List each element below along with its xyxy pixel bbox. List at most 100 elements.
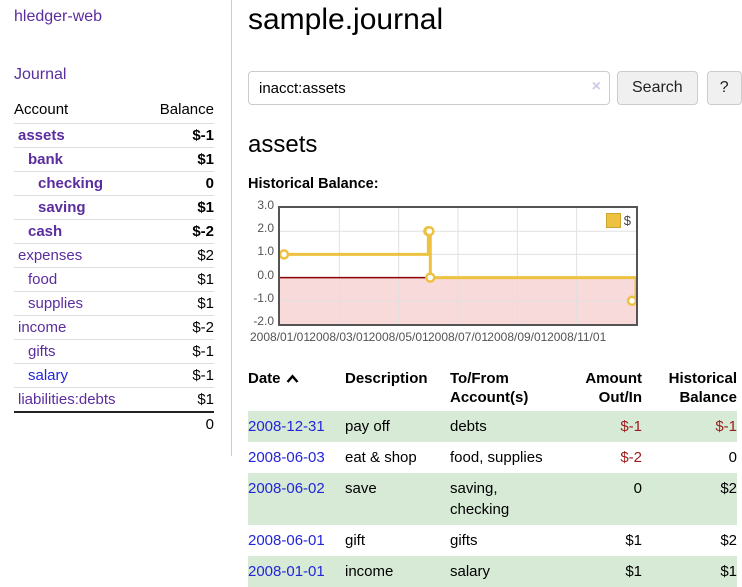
account-row: saving $1 [14,195,214,220]
chart-plot-area: $ [278,206,638,326]
account-link-assets[interactable]: assets [18,127,65,144]
txn-description: save [345,480,377,497]
account-link-saving[interactable]: saving [38,199,86,216]
account-link-bank[interactable]: bank [28,151,64,168]
account-balance: $1 [197,271,214,288]
data-point-marker [424,225,435,237]
account-link-food[interactable]: food [28,271,58,288]
txn-accounts: salary [450,563,491,580]
txn-balance: $2 [720,480,737,497]
txn-accounts: food, supplies [450,449,543,466]
txn-date-link[interactable]: 2008-06-03 [248,449,325,466]
app-brand-link[interactable]: hledger-web [14,8,103,25]
txn-header-date-label: Date [248,370,281,387]
account-balance: $1 [197,199,214,216]
y-axis-tick-label: -2.0 [253,314,274,328]
account-balance: $2 [197,247,214,264]
txn-date-cell: 2008-06-01 [248,525,345,556]
y-axis-tick-label: 3.0 [257,198,274,212]
account-balance: $-1 [192,127,214,144]
y-axis-tick-label: 0.0 [257,267,274,282]
transactions-table: Date Description To/From Account(s) Amou… [248,367,737,587]
txn-header-balance: Historical Balance [668,370,737,406]
x-axis-tick-label: 2008/05/01 [368,330,429,344]
account-row: food $1 [14,267,214,292]
account-name-cell: food [14,268,144,292]
account-name-cell: gifts [14,340,144,364]
txn-date-cell: 2008-06-02 [248,473,345,525]
txn-date-link[interactable]: 2008-12-31 [248,418,325,435]
clear-search-icon[interactable]: × [591,78,601,95]
chart-title: Historical Balance: [248,176,379,192]
account-balance: $1 [197,151,214,168]
account-balance: $-1 [192,367,214,384]
account-row: gifts $-1 [14,339,214,364]
historical-balance-chart: 3.0 2.0 1.0 0.0 -1.0 -2.0 $ 2008/01/01 2008/03… [248,198,742,347]
txn-header-description: Description [345,370,428,387]
table-row: 2008-06-02 save saving, checking 0 $2 [248,473,737,525]
account-row: assets $-1 [14,123,214,148]
txn-accounts: saving, checking [450,480,510,518]
txn-date-cell: 2008-01-01 [248,556,345,587]
search-input[interactable] [248,71,610,105]
table-row: 2008-06-01 gift gifts $1 $2 [248,525,737,556]
txn-amount: $-1 [620,418,642,435]
accounts-total-value: 0 [205,416,214,433]
accounts-total-spacer [14,412,144,436]
x-axis-tick-label: 2008/09/01 [487,330,548,344]
data-point-marker [626,295,636,307]
accounts-table: Account Balance assets $-1 bank $1 checking 0… [14,101,214,436]
txn-header-accounts: To/From Account(s) [450,370,529,406]
account-link-income[interactable]: income [18,319,67,336]
page-title: sample.journal [248,3,444,36]
account-name-cell: income [14,316,144,340]
account-balance: $1 [197,295,214,312]
txn-amount: $-2 [620,449,642,466]
search-button[interactable]: Search [617,71,698,105]
data-point-marker [280,249,290,260]
sort-ascending-icon [286,374,298,383]
help-button[interactable]: ? [706,71,742,105]
chart-legend: $ [605,213,631,228]
y-axis-tick-label: 1.0 [257,244,274,259]
account-link-salary[interactable]: salary [28,367,69,384]
account-link-liabilities-debts[interactable]: liabilities:debts [18,391,116,408]
account-name-cell: supplies [14,292,144,316]
account-link-expenses[interactable]: expenses [18,247,83,264]
txn-amount: $1 [625,563,642,580]
account-link-checking[interactable]: checking [38,175,104,192]
txn-date-link[interactable]: 2008-06-01 [248,532,325,549]
x-axis-tick-label: 2008/07/01 [427,330,489,344]
txn-date-link[interactable]: 2008-06-02 [248,480,325,497]
account-link-cash[interactable]: cash [28,223,63,240]
account-row: income $-2 [14,315,214,340]
sidebar-item-journal[interactable]: Journal [14,66,67,83]
account-row: liabilities:debts $1 [14,387,214,413]
table-row: 2008-06-03 eat & shop food, supplies $-2 0 [248,442,737,473]
accounts-header-balance: Balance [159,101,214,118]
txn-balance: $-1 [715,418,737,435]
txn-accounts: gifts [450,532,478,549]
account-balance: $1 [197,391,214,408]
account-row: cash $-2 [14,219,214,244]
txn-description: income [345,563,394,580]
legend-swatch-icon [605,213,621,228]
x-axis-tick-label: 2008/11/01 [547,330,607,344]
account-row: salary $-1 [14,363,214,388]
txn-description: gift [345,532,366,549]
account-name-cell: checking [14,172,144,196]
txn-date-link[interactable]: 2008-01-01 [248,563,325,580]
table-row: 2008-12-31 pay off debts $-1 $-1 [248,411,737,442]
account-balance: $-2 [192,223,214,240]
main-content: sample.journal × Search ? assets Histori… [248,0,742,587]
txn-header-date[interactable]: Date [248,367,345,411]
txn-description: eat & shop [345,449,417,466]
account-row: checking 0 [14,171,214,196]
txn-accounts: debts [450,418,487,435]
account-link-gifts[interactable]: gifts [28,343,56,360]
account-name-cell: cash [14,220,144,244]
txn-date-cell: 2008-12-31 [248,411,345,442]
txn-date-cell: 2008-06-03 [248,442,345,473]
account-link-supplies[interactable]: supplies [28,295,84,312]
account-balance: 0 [205,175,214,192]
